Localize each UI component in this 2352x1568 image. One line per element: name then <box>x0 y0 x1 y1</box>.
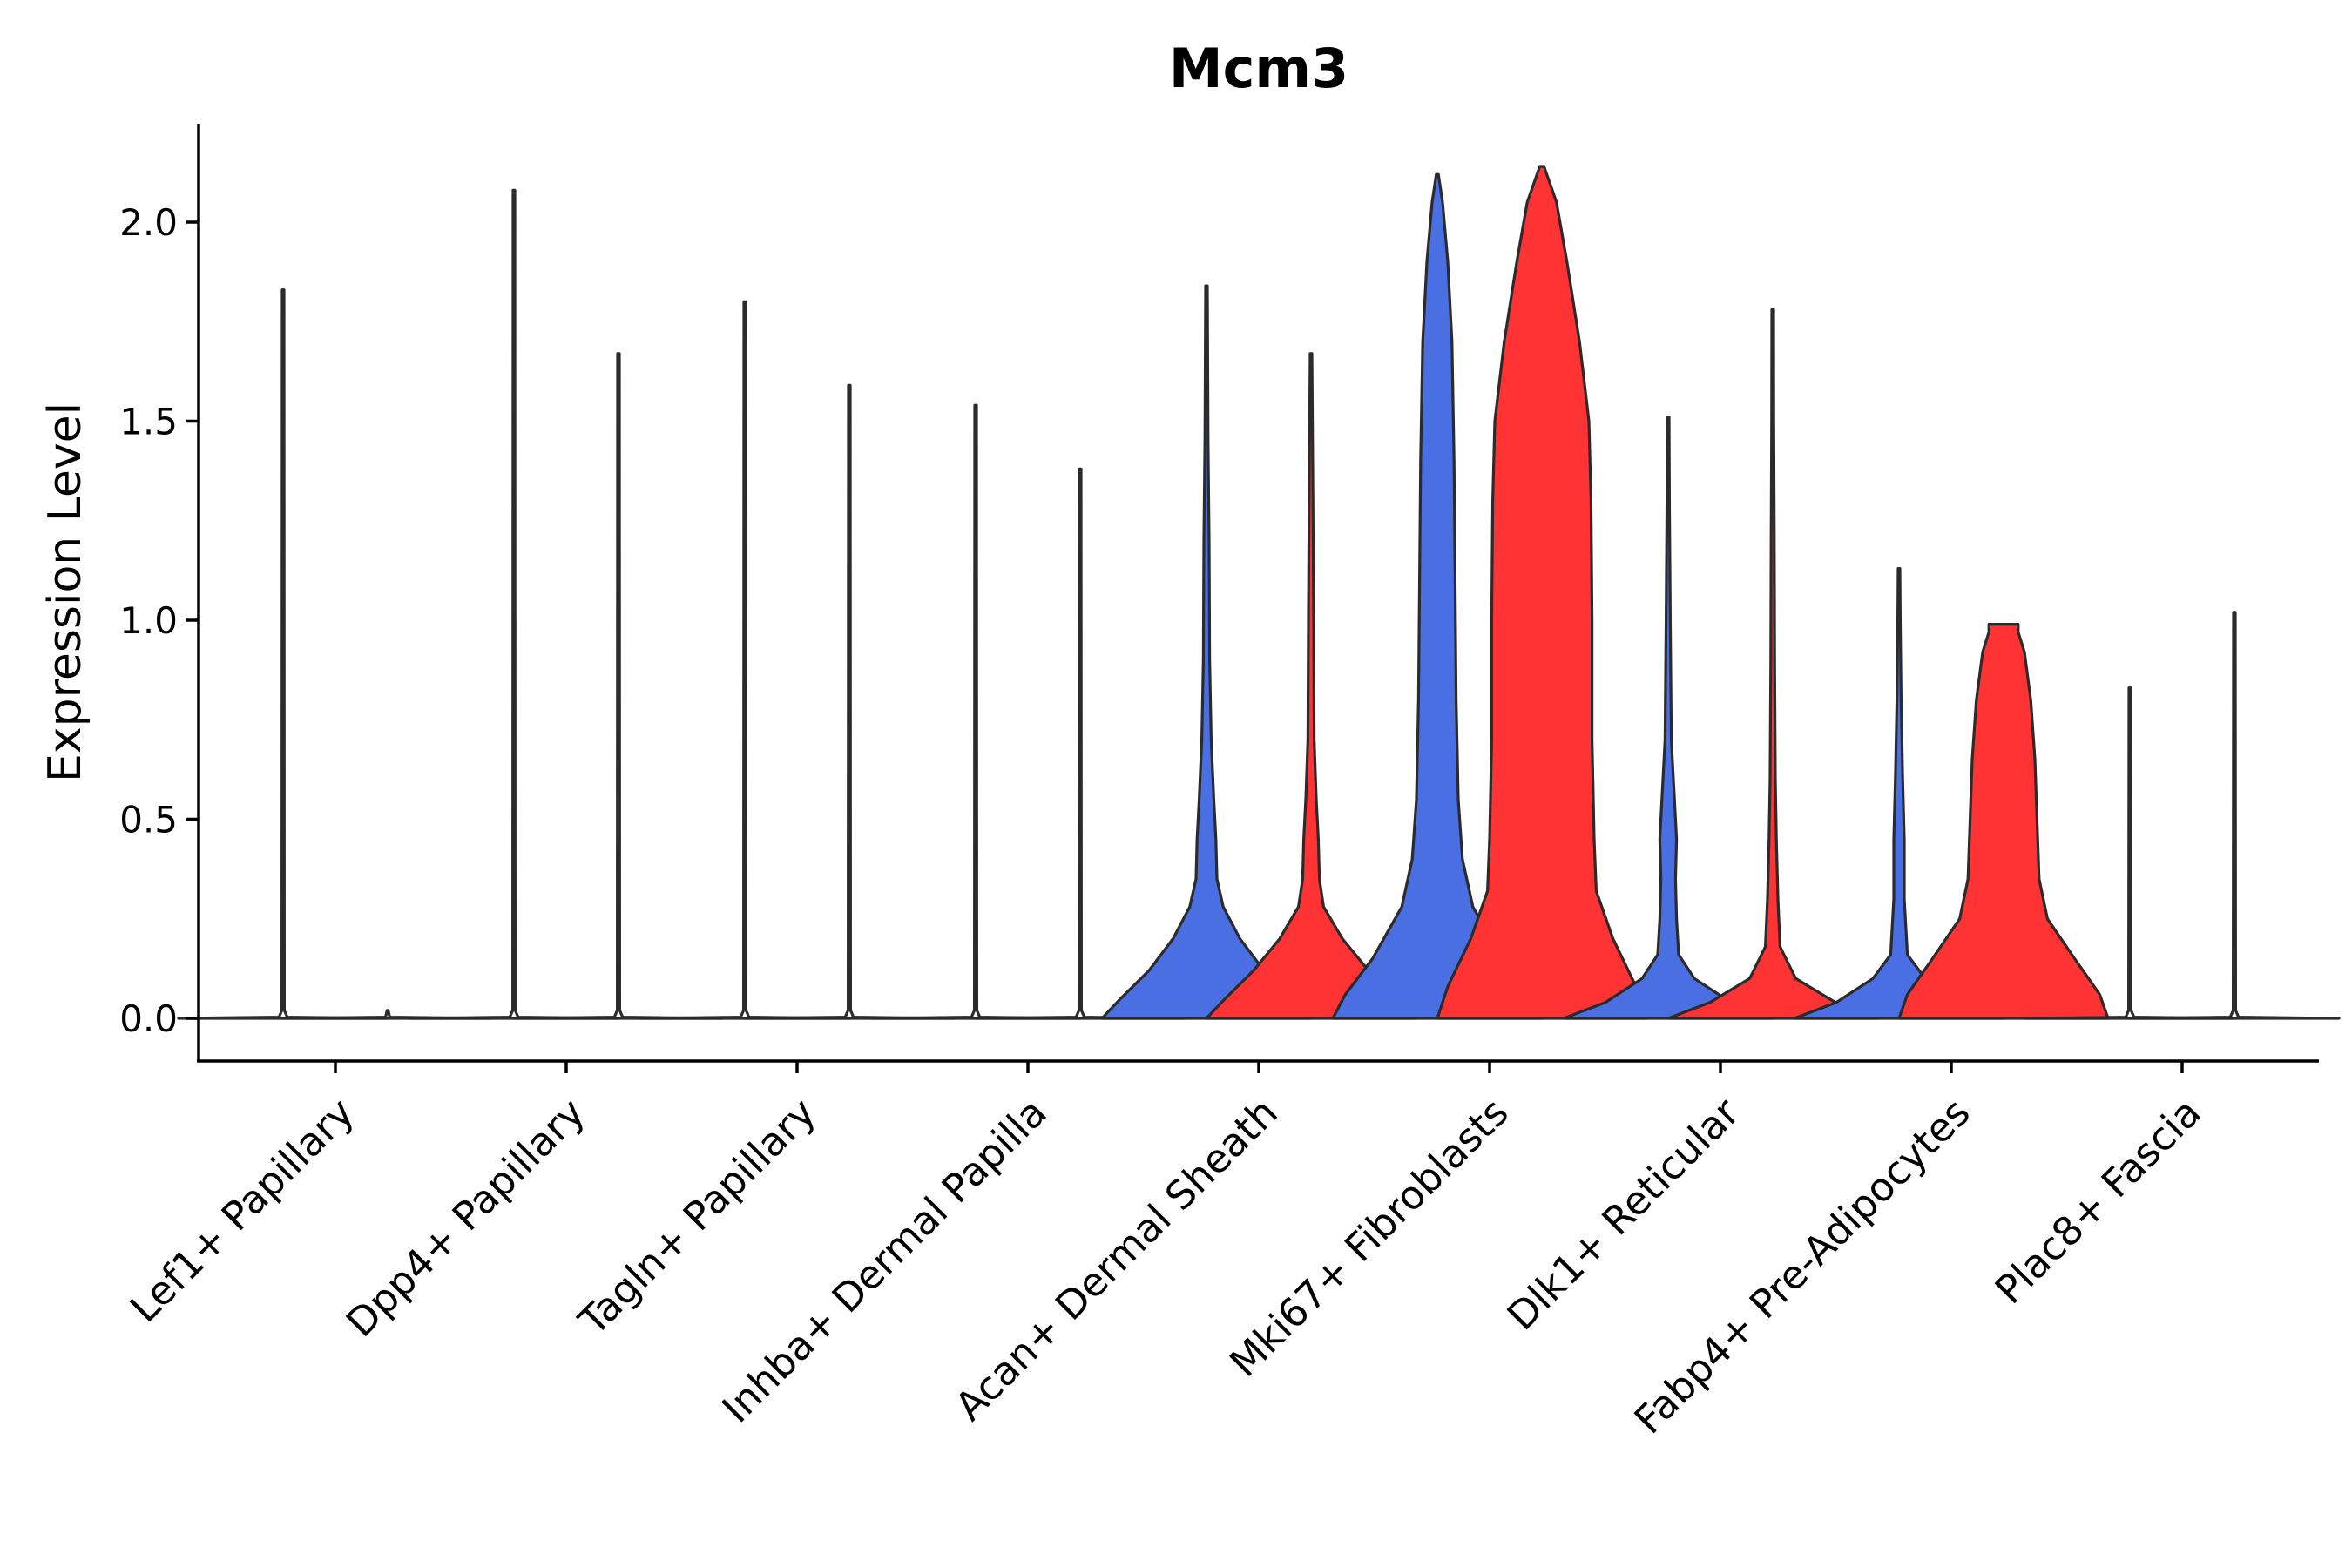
violin-group2-8 <box>1897 623 2110 1020</box>
violin-group1-5 <box>1100 284 1313 1020</box>
x-tick-label: Lef1+ Papillary <box>121 1089 363 1331</box>
chart-title: Mcm3 <box>1169 37 1348 100</box>
violin-group2-7 <box>1666 308 1879 1020</box>
violins-layer <box>177 165 2341 1020</box>
violin-group2-6 <box>1436 165 1648 1020</box>
y-axis-ticks: 0.0 0.5 1.0 1.5 2.0 <box>119 201 199 1040</box>
y-axis-label: Expression Level <box>39 402 91 782</box>
y-tick-label: 0.5 <box>119 799 178 841</box>
x-tick-label: Tagln+ Papillary <box>570 1089 825 1344</box>
violin-group2-5 <box>1205 352 1417 1020</box>
violin-group2-4 <box>974 467 1186 1020</box>
violin-group2-2 <box>512 352 725 1020</box>
violin-group1-4 <box>869 403 1082 1020</box>
y-tick-label: 1.0 <box>119 599 178 642</box>
violin-group1-3 <box>639 300 851 1020</box>
y-tick-label: 1.5 <box>119 401 178 443</box>
violin-group2-3 <box>743 383 956 1020</box>
x-tick-label: Plac8+ Fascia <box>1986 1089 2210 1313</box>
x-tick-label: Dpp4+ Papillary <box>337 1089 594 1346</box>
violin-group2-9 <box>2128 611 2341 1020</box>
violin-group1-1 <box>177 288 389 1020</box>
violin-group1-7 <box>1562 416 1774 1020</box>
violin-group1-2 <box>408 188 620 1020</box>
y-tick-label: 2.0 <box>119 201 178 244</box>
violin-group1-6 <box>1331 172 1544 1020</box>
x-tick-label: Dlk1+ Reticular <box>1498 1089 1748 1339</box>
y-tick-label: 0.0 <box>119 997 178 1040</box>
violin-group1-8 <box>1793 567 2005 1020</box>
